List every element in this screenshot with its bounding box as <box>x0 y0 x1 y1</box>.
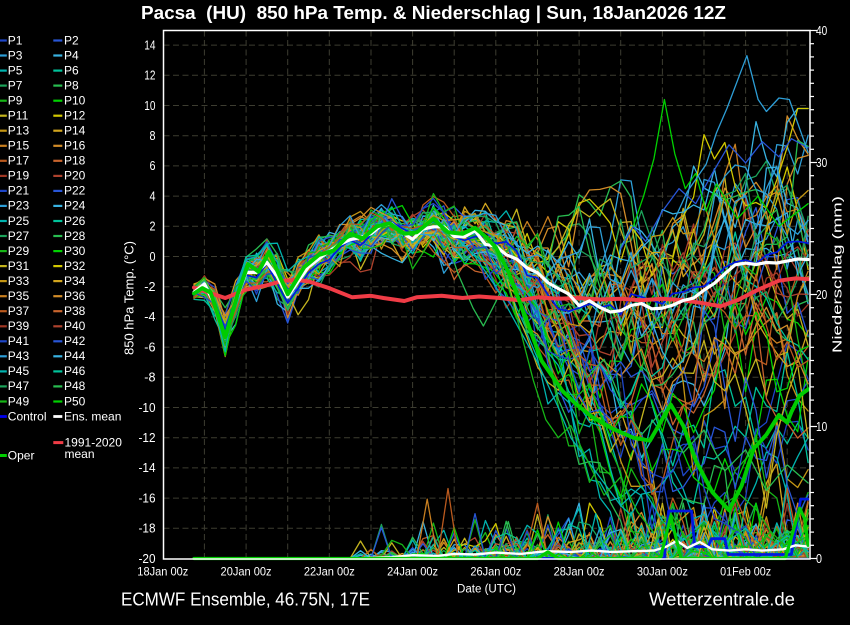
svg-text:P1: P1 <box>8 33 23 47</box>
svg-text:P4: P4 <box>64 48 79 62</box>
svg-text:-14: -14 <box>139 461 156 475</box>
svg-text:P6: P6 <box>64 63 79 77</box>
svg-text:P43: P43 <box>8 349 30 363</box>
svg-text:P38: P38 <box>64 304 86 318</box>
svg-text:P37: P37 <box>8 304 30 318</box>
svg-text:Control: Control <box>8 409 47 423</box>
svg-text:P29: P29 <box>8 244 30 258</box>
svg-text:22Jan 00z: 22Jan 00z <box>304 565 355 579</box>
svg-text:P39: P39 <box>8 319 30 333</box>
svg-text:P46: P46 <box>64 364 86 378</box>
svg-text:-18: -18 <box>139 522 156 536</box>
svg-text:P22: P22 <box>64 184 86 198</box>
svg-text:P16: P16 <box>64 139 86 153</box>
svg-text:14: 14 <box>144 38 155 52</box>
svg-text:P14: P14 <box>64 124 86 138</box>
svg-text:P12: P12 <box>64 109 86 123</box>
svg-text:P10: P10 <box>64 94 86 108</box>
svg-text:P36: P36 <box>64 289 86 303</box>
svg-text:P21: P21 <box>8 184 30 198</box>
svg-text:P28: P28 <box>64 229 86 243</box>
svg-text:40: 40 <box>816 24 827 38</box>
svg-text:P34: P34 <box>64 274 86 288</box>
svg-text:-16: -16 <box>139 491 156 505</box>
svg-text:P3: P3 <box>8 48 23 62</box>
svg-text:P41: P41 <box>8 334 30 348</box>
svg-text:P23: P23 <box>8 199 30 213</box>
svg-text:18Jan 00z: 18Jan 00z <box>137 565 188 579</box>
svg-text:-8: -8 <box>144 371 155 385</box>
svg-text:P48: P48 <box>64 379 86 393</box>
svg-text:P40: P40 <box>64 319 86 333</box>
svg-text:P42: P42 <box>64 334 86 348</box>
svg-text:-20: -20 <box>139 552 156 566</box>
svg-text:ECMWF Ensemble, 46.75N, 17E: ECMWF Ensemble, 46.75N, 17E <box>121 589 370 610</box>
svg-text:P25: P25 <box>8 214 30 228</box>
svg-text:01Feb 00z: 01Feb 00z <box>720 565 771 579</box>
svg-text:P2: P2 <box>64 33 79 47</box>
svg-text:P9: P9 <box>8 94 23 108</box>
svg-text:P44: P44 <box>64 349 86 363</box>
svg-text:8: 8 <box>150 129 156 143</box>
svg-text:P35: P35 <box>8 289 30 303</box>
svg-text:0: 0 <box>150 250 156 264</box>
svg-text:10: 10 <box>144 99 155 113</box>
svg-text:24Jan 00z: 24Jan 00z <box>387 565 438 579</box>
svg-text:P49: P49 <box>8 394 30 408</box>
svg-text:-2: -2 <box>144 280 155 294</box>
svg-text:P32: P32 <box>64 259 86 273</box>
svg-text:P8: P8 <box>64 78 79 92</box>
svg-text:26Jan 00z: 26Jan 00z <box>470 565 521 579</box>
svg-text:Oper: Oper <box>8 448 35 462</box>
svg-text:P27: P27 <box>8 229 30 243</box>
svg-text:Date (UTC): Date (UTC) <box>457 584 516 596</box>
svg-text:-12: -12 <box>139 431 156 445</box>
svg-text:20Jan 00z: 20Jan 00z <box>221 565 272 579</box>
svg-text:-6: -6 <box>144 340 155 354</box>
svg-text:-4: -4 <box>144 310 155 324</box>
svg-text:P24: P24 <box>64 199 86 213</box>
svg-text:Wetterzentrale.de: Wetterzentrale.de <box>649 589 795 610</box>
svg-text:P33: P33 <box>8 274 30 288</box>
svg-text:mean: mean <box>65 447 95 461</box>
svg-text:Pacsa (HU) 850 hPa Temp. & N: Pacsa (HU) 850 hPa Temp. & Niederschlag … <box>141 2 726 23</box>
svg-text:12: 12 <box>144 69 155 83</box>
svg-text:P13: P13 <box>8 124 30 138</box>
svg-text:Niederschlag (mm): Niederschlag (mm) <box>831 196 845 353</box>
svg-text:P18: P18 <box>64 154 86 168</box>
svg-text:0: 0 <box>816 552 822 566</box>
svg-text:P17: P17 <box>8 154 30 168</box>
svg-text:P19: P19 <box>8 169 30 183</box>
svg-text:P26: P26 <box>64 214 86 228</box>
svg-text:1991-2020: 1991-2020 <box>65 435 123 449</box>
svg-text:2: 2 <box>150 220 156 234</box>
svg-text:P45: P45 <box>8 364 30 378</box>
svg-text:P5: P5 <box>8 63 23 77</box>
svg-text:P15: P15 <box>8 139 30 153</box>
svg-text:P20: P20 <box>64 169 86 183</box>
svg-text:P47: P47 <box>8 379 30 393</box>
svg-text:P30: P30 <box>64 244 86 258</box>
svg-text:6: 6 <box>150 159 156 173</box>
svg-text:28Jan 00z: 28Jan 00z <box>554 565 605 579</box>
svg-text:30: 30 <box>816 156 827 170</box>
svg-text:P7: P7 <box>8 78 23 92</box>
svg-text:P50: P50 <box>64 394 86 408</box>
svg-text:850 hPa Temp. (°C): 850 hPa Temp. (°C) <box>123 241 137 355</box>
svg-text:-10: -10 <box>139 401 156 415</box>
svg-text:10: 10 <box>816 420 827 434</box>
svg-text:4: 4 <box>150 189 156 203</box>
svg-text:P11: P11 <box>8 109 29 123</box>
svg-text:30Jan 00z: 30Jan 00z <box>637 565 688 579</box>
svg-text:P31: P31 <box>8 259 30 273</box>
svg-text:20: 20 <box>816 288 827 302</box>
svg-text:Ens. mean: Ens. mean <box>64 409 121 423</box>
